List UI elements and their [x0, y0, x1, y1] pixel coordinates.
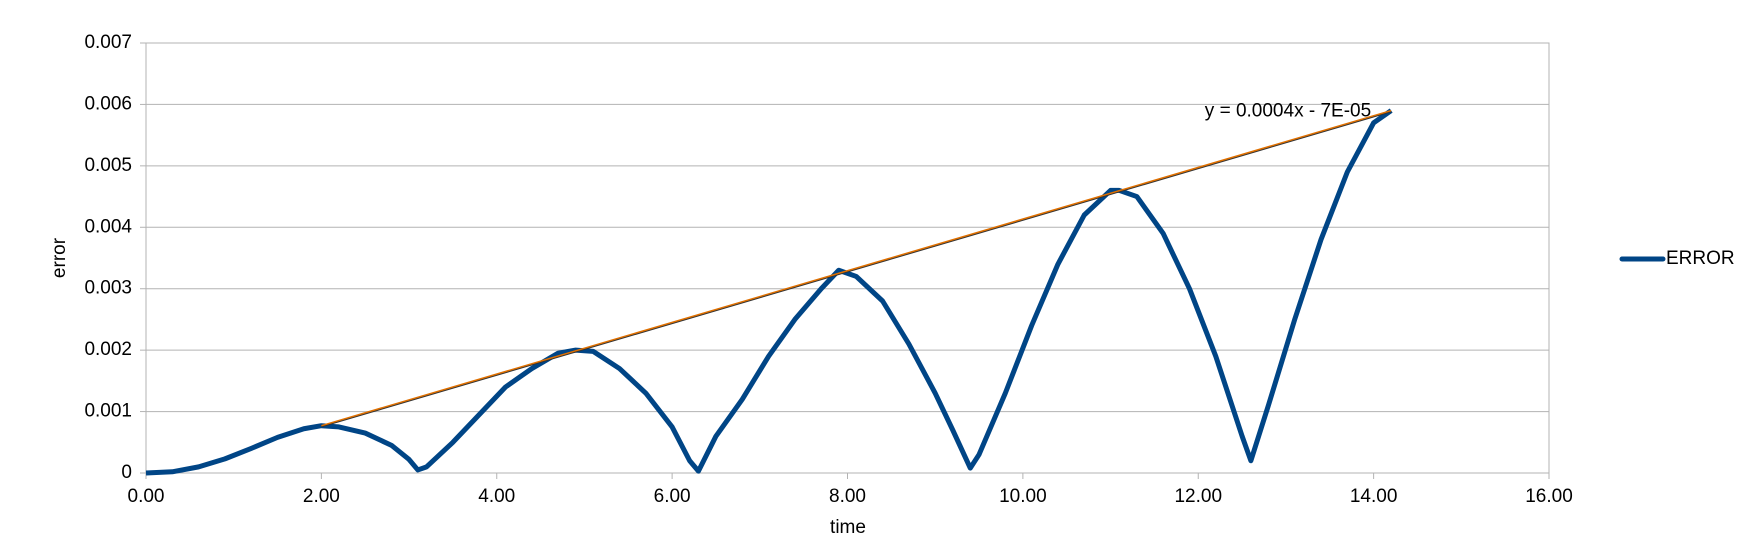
y-tick-label: 0.001 — [84, 401, 132, 422]
x-tick-label: 12.00 — [1174, 486, 1222, 507]
y-tick-label: 0.007 — [84, 32, 132, 53]
legend-label: ERROR — [1666, 248, 1735, 269]
y-tick-label: 0 — [121, 462, 132, 483]
y-tick-label: 0.003 — [84, 278, 132, 299]
x-tick-label: 4.00 — [478, 486, 515, 507]
y-tick-label: 0.004 — [84, 216, 132, 237]
x-tick-label: 10.00 — [999, 486, 1047, 507]
y-axis-label: error — [49, 237, 70, 278]
x-tick-label: 16.00 — [1525, 486, 1573, 507]
x-tick-label: 14.00 — [1350, 486, 1398, 507]
trendline — [321, 109, 1392, 427]
x-tick-label: 6.00 — [654, 486, 691, 507]
trendline-label: y = 0.0004x - 7E-05 — [1205, 101, 1371, 122]
x-axis-label: time — [830, 517, 866, 538]
trendline-shadow — [321, 110, 1392, 428]
y-tick-label: 0.006 — [84, 93, 132, 114]
series-line — [145, 108, 1393, 476]
x-tick-label: 0.00 — [128, 486, 165, 507]
y-tick-label: 0.005 — [84, 155, 132, 176]
x-tick-label: 2.00 — [303, 486, 340, 507]
x-tick-label: 8.00 — [829, 486, 866, 507]
y-tick-label: 0.002 — [84, 339, 132, 360]
